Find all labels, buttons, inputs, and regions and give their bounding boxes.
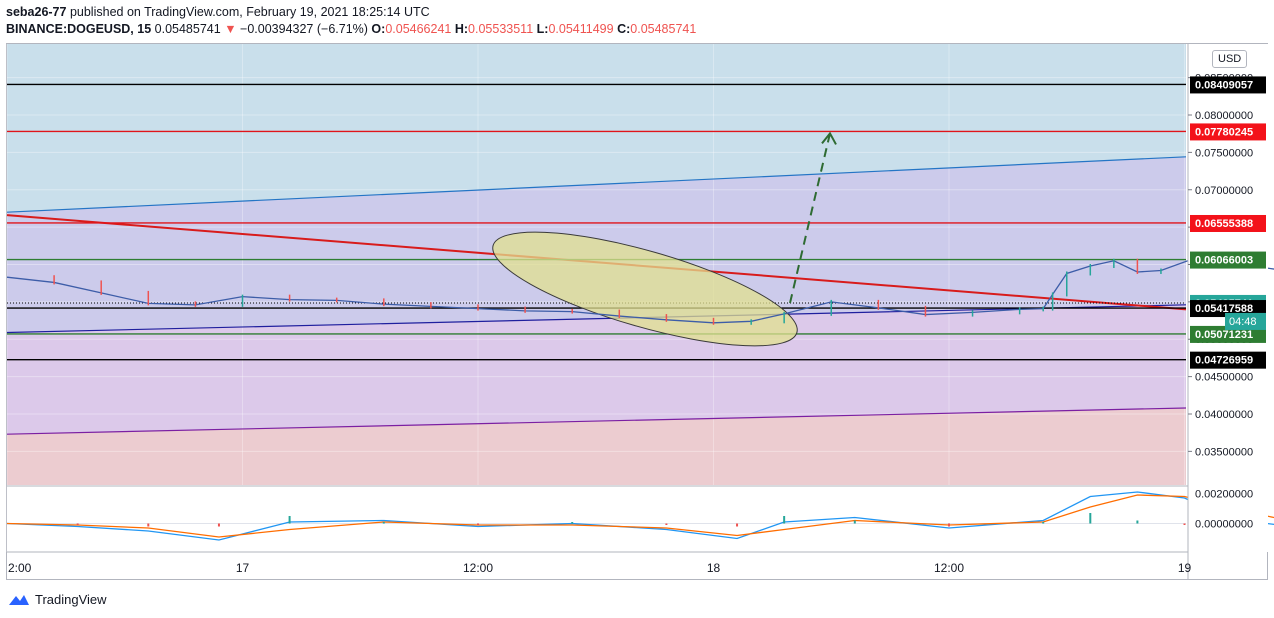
- level-price-label: 0.08409057: [1195, 79, 1253, 91]
- symbol-legend: BINANCE:DOGEUSD, 15 0.05485741 ▼ −0.0039…: [6, 22, 696, 36]
- open-value: 0.05466241: [385, 22, 452, 36]
- price-axis-label: 0.08000000: [1195, 110, 1253, 122]
- high-label: H:: [454, 22, 469, 36]
- close-value: 0.05485741: [630, 22, 697, 36]
- open-label: O:: [371, 22, 386, 36]
- level-price-tag: [1190, 214, 1266, 232]
- currency-button[interactable]: USD: [1212, 50, 1248, 68]
- time-axis-label: 2:00: [8, 561, 32, 575]
- high-value: 0.05533511: [468, 22, 534, 36]
- level-price-tag: [1190, 325, 1266, 343]
- price-axis-label: 0.04500000: [1195, 372, 1253, 384]
- author-name[interactable]: seba26-77: [6, 5, 67, 19]
- level-price-label: 0.06066003: [1195, 255, 1253, 267]
- time-axis-label: 12:00: [934, 561, 964, 575]
- level-price-tag: [1190, 351, 1266, 369]
- last-price: 0.05485741: [154, 22, 221, 36]
- level-price-label: 0.05071231: [1195, 329, 1253, 341]
- footer-brand-text: TradingView: [35, 592, 107, 607]
- publish-info: seba26-77 published on TradingView.com, …: [6, 5, 430, 19]
- price-axis-label: 0.03500000: [1195, 446, 1253, 458]
- price-axis-label: 0.04000000: [1195, 409, 1253, 421]
- channel-middle-line: [6, 304, 1187, 334]
- published-text: published on TradingView.com, February 1…: [69, 5, 430, 19]
- tradingview-logo-icon: [9, 594, 29, 605]
- macd-axis-label: 0.00000000: [1195, 519, 1253, 531]
- projection-arrow-head-icon: [821, 131, 837, 145]
- change-arrow-icon: ▼: [224, 22, 237, 36]
- macd-pane: [7, 486, 1186, 552]
- countdown-label: 04:48: [1229, 316, 1257, 328]
- time-axis-label: 12:00: [463, 561, 493, 575]
- footer-brand[interactable]: TradingView: [8, 592, 107, 607]
- level-price-label: 0.06555388: [1195, 218, 1253, 230]
- macd-axis-label: 0.00200000: [1195, 489, 1253, 501]
- price-axis-label: 0.07500000: [1195, 147, 1253, 159]
- level-price-tag: [1190, 76, 1266, 94]
- price-axis-label: 0.07000000: [1195, 185, 1253, 197]
- low-label: L:: [536, 22, 549, 36]
- time-axis-label: 19: [1178, 561, 1192, 575]
- level-price-tag: [1190, 123, 1266, 141]
- level-price-label: 0.04726959: [1195, 355, 1253, 367]
- symbol-name[interactable]: BINANCE:DOGEUSD, 15: [6, 22, 152, 36]
- time-axis-label: 17: [236, 561, 250, 575]
- channel-top-line: [6, 156, 1187, 213]
- time-axis-label: 18: [707, 561, 721, 575]
- level-price-label: 0.07780245: [1195, 126, 1253, 138]
- level-price-label: 0.05417588: [1195, 303, 1253, 315]
- level-price-tag: [1190, 300, 1266, 318]
- low-value: 0.05411499: [548, 22, 614, 36]
- channel-lower-zone: [7, 304, 1186, 435]
- price-change: −0.00394327 (−6.71%): [240, 22, 368, 36]
- consolidation-ellipse: [492, 231, 798, 347]
- countdown-tag: [1225, 312, 1266, 330]
- close-label: C:: [617, 22, 631, 36]
- level-price-tag: [1190, 251, 1266, 269]
- channel-lower-line: [6, 407, 1187, 435]
